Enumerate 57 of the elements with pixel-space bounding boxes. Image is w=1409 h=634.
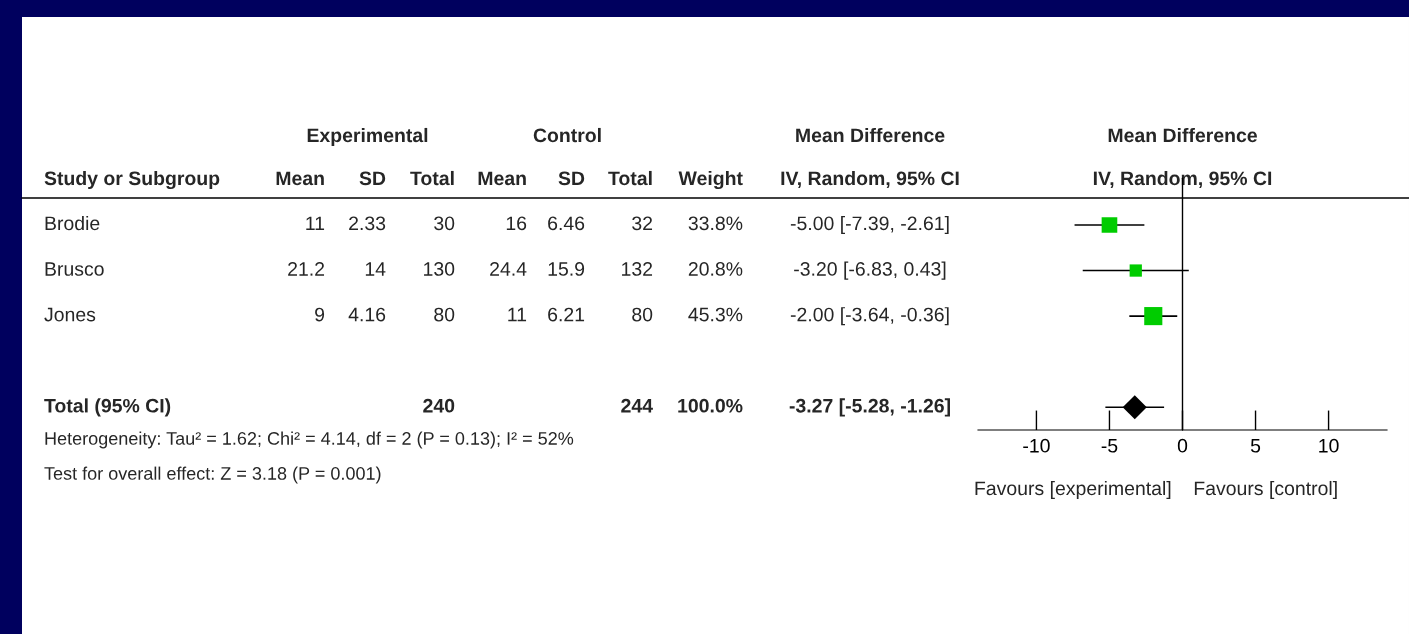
category-label: Weight bbox=[678, 170, 743, 190]
point bbox=[1122, 395, 1147, 420]
text: 24.4 bbox=[490, 262, 527, 276]
text: -3.20 [-6.83, 0.43] bbox=[794, 261, 946, 280]
text: Mean Difference bbox=[796, 127, 945, 143]
category-label: Mean bbox=[478, 171, 526, 186]
category-label: Mean bbox=[276, 171, 324, 186]
text: Experimental bbox=[307, 127, 428, 147]
text: 14 bbox=[365, 262, 386, 276]
text: 15.9 bbox=[548, 262, 585, 276]
text: 2.33 bbox=[349, 216, 386, 231]
text: 32 bbox=[632, 216, 653, 231]
text: 9 bbox=[315, 307, 325, 322]
category-label: Brusco bbox=[45, 262, 104, 276]
x-tick-label: 10 bbox=[1319, 438, 1339, 453]
text: -3.27 [-5.28, -1.26] bbox=[789, 398, 950, 417]
category-label: Total (95% CI) bbox=[44, 398, 171, 417]
text: 45.3% bbox=[688, 307, 743, 322]
text: 16 bbox=[506, 216, 527, 231]
text: 6.21 bbox=[548, 307, 585, 322]
text: 132 bbox=[622, 262, 653, 276]
category-label: Total bbox=[608, 170, 652, 186]
category-label: SD bbox=[359, 171, 386, 186]
text: 11 bbox=[306, 216, 325, 231]
category-label: Total bbox=[410, 170, 454, 186]
text: 20.8% bbox=[688, 262, 743, 276]
text: 130 bbox=[424, 262, 455, 276]
x-tick-label: 5 bbox=[1250, 439, 1261, 453]
x-tick-label: 0 bbox=[1177, 438, 1188, 453]
chart-title: Mean Difference bbox=[1108, 127, 1257, 143]
text: -5.00 [-7.39, -2.61] bbox=[790, 215, 949, 235]
text: 80 bbox=[632, 307, 653, 322]
text: Control bbox=[533, 127, 601, 143]
x-tick-label: -5 bbox=[1101, 439, 1118, 453]
text: 244 bbox=[621, 398, 653, 413]
category-label: IV, Random, 95% CI bbox=[781, 170, 959, 189]
x-tick-label: -10 bbox=[1023, 438, 1050, 453]
chart-subtitle: IV, Random, 95% CI bbox=[1093, 170, 1272, 189]
text: Heterogeneity: Tau² = 1.62; Chi² = 4.14, df = 2 (P = 0.13); I² = 52% bbox=[45, 431, 574, 449]
text: Test for overall effect: Z = 3.18 (P = 0.001) bbox=[44, 466, 381, 484]
category-label: Study or Subgroup bbox=[44, 170, 220, 190]
text: 11 bbox=[508, 307, 527, 322]
text: 6.46 bbox=[548, 216, 585, 231]
category-label: SD bbox=[558, 171, 585, 186]
text: 33.8% bbox=[688, 216, 743, 231]
text: Favours [experimental] bbox=[975, 480, 1171, 500]
text: 240 bbox=[423, 398, 455, 413]
text: 30 bbox=[434, 216, 455, 231]
text: Favours [control] bbox=[1194, 480, 1337, 500]
point bbox=[1101, 217, 1118, 233]
category-label: Jones bbox=[44, 307, 96, 322]
text: 4.16 bbox=[348, 307, 386, 322]
text: 21.2 bbox=[288, 262, 325, 276]
category-label: Brodie bbox=[45, 215, 100, 231]
text: 80 bbox=[434, 307, 455, 322]
text: -2.00 [-3.64, -0.36] bbox=[790, 307, 949, 326]
text: 100.0% bbox=[678, 398, 743, 413]
